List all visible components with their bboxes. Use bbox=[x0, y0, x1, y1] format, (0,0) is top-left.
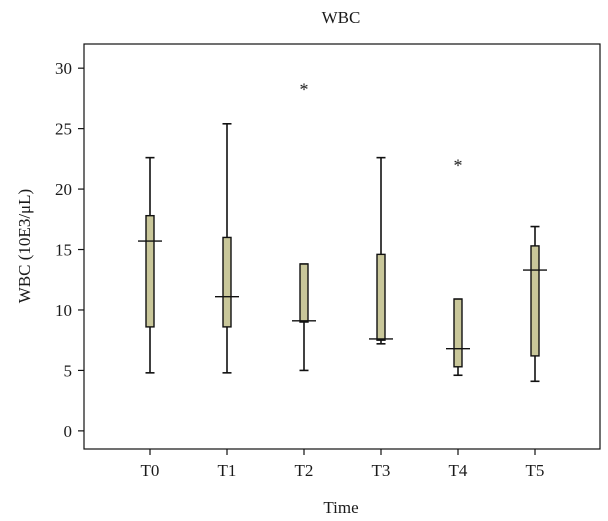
x-tick-label: T1 bbox=[218, 461, 237, 480]
iqr-box bbox=[299, 263, 309, 323]
x-axis: T0 T1 T2 T3 T4 T5 bbox=[141, 449, 545, 480]
boxes: ** bbox=[138, 79, 547, 383]
x-axis-label: Time bbox=[323, 498, 358, 517]
box-t2: * bbox=[292, 79, 316, 372]
iqr-box bbox=[530, 245, 540, 357]
y-tick-label: 10 bbox=[55, 301, 72, 320]
x-tick-label: T3 bbox=[372, 461, 391, 480]
y-axis: 0 5 10 15 20 25 30 bbox=[55, 59, 84, 441]
plot-frame bbox=[83, 43, 601, 450]
y-tick-label: 0 bbox=[64, 422, 73, 441]
chart-title: WBC bbox=[322, 8, 361, 27]
y-tick-label: 5 bbox=[64, 361, 73, 380]
x-tick-label: T4 bbox=[449, 461, 468, 480]
x-tick-label: T0 bbox=[141, 461, 160, 480]
box-t5 bbox=[523, 225, 547, 383]
iqr-box bbox=[376, 253, 386, 341]
iqr-box bbox=[145, 214, 155, 328]
x-tick-label: T5 bbox=[526, 461, 545, 480]
x-tick-label: T2 bbox=[295, 461, 314, 480]
y-tick-label: 30 bbox=[55, 59, 72, 78]
y-tick-label: 25 bbox=[55, 120, 72, 139]
outlier-marker: * bbox=[300, 79, 309, 99]
box-t1 bbox=[215, 122, 239, 374]
box-t0 bbox=[138, 156, 162, 374]
iqr-box bbox=[453, 298, 463, 368]
y-tick-label: 20 bbox=[55, 180, 72, 199]
y-axis-label: WBC (10E3/μL) bbox=[15, 189, 34, 303]
box-t4: * bbox=[446, 155, 470, 377]
box-t3 bbox=[369, 156, 393, 345]
outlier-marker: * bbox=[454, 155, 463, 175]
y-tick-label: 15 bbox=[55, 241, 72, 260]
iqr-box bbox=[222, 236, 232, 328]
